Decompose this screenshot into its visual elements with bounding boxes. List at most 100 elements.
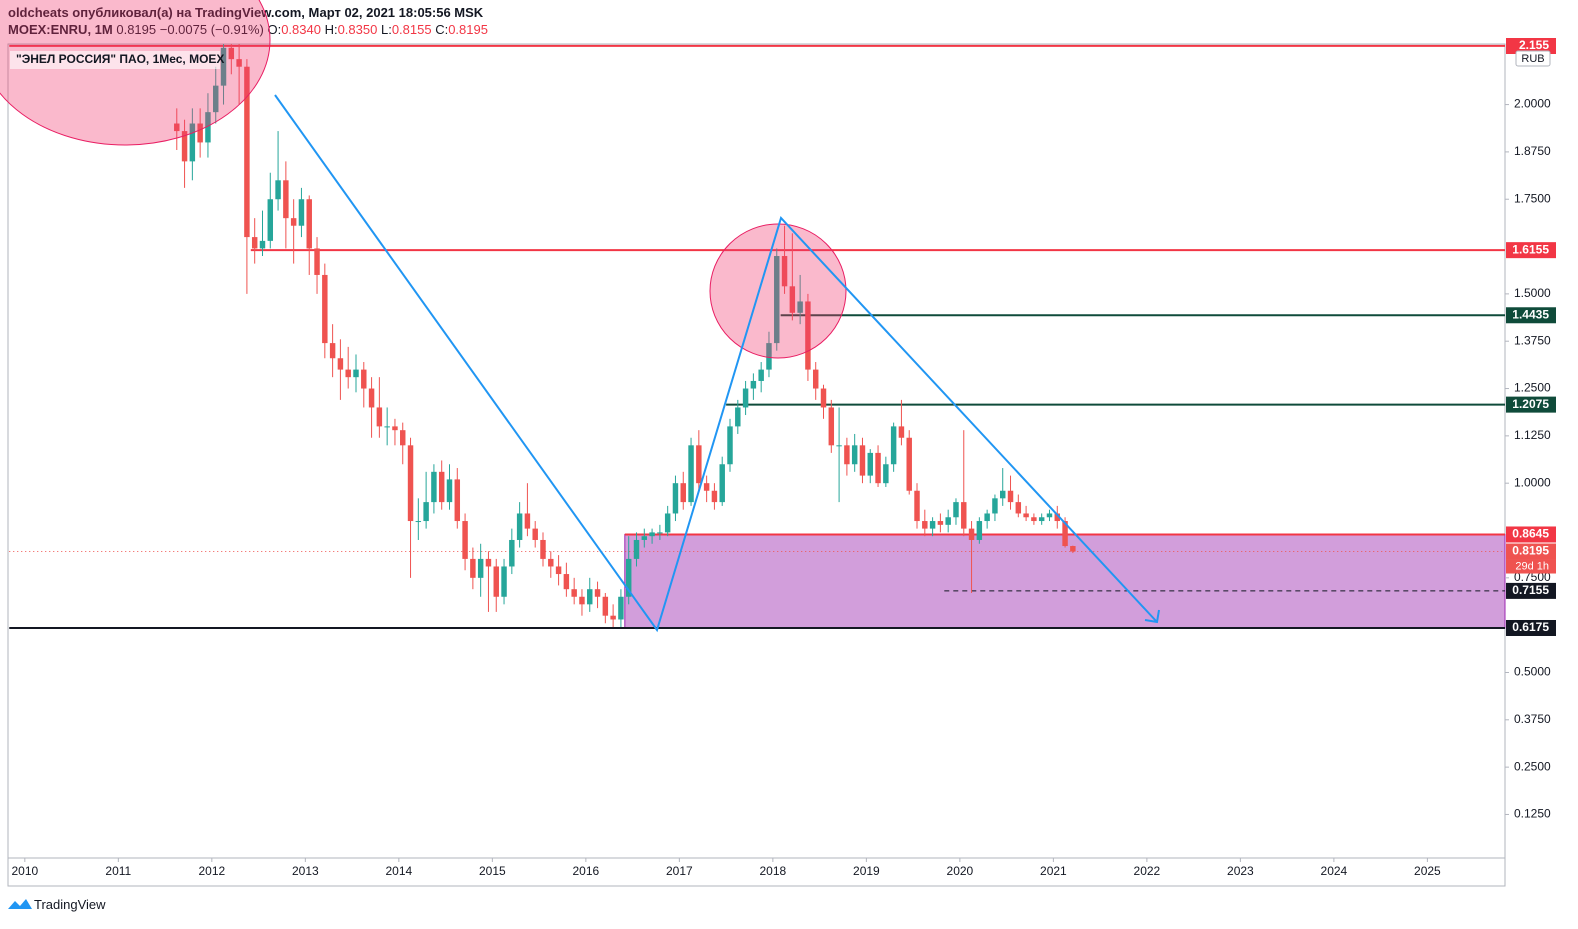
candle-body: [392, 426, 398, 431]
candle-body: [516, 513, 523, 540]
arrow-head: [1144, 609, 1160, 624]
logo: [8, 899, 32, 909]
candle-body: [1062, 521, 1068, 547]
candle-body: [735, 407, 741, 427]
candle-body: [477, 558, 484, 578]
candle-body: [828, 407, 835, 446]
axes: 0.12500.25000.37500.50000.75001.00001.12…: [11, 38, 1556, 878]
price-label: 2.155: [1519, 38, 1549, 52]
candle-body: [750, 380, 757, 389]
candle-body: [189, 123, 196, 162]
ohlc-label: L:: [380, 22, 392, 37]
candle-body: [563, 574, 570, 590]
candle-body: [298, 199, 305, 226]
candle-body: [493, 566, 499, 597]
countdown: 29d 1h: [1515, 560, 1549, 572]
candle-body: [275, 180, 281, 200]
price-label: 0.8195: [1512, 544, 1549, 558]
x-tick-label: 2016: [573, 864, 600, 878]
candle-body: [875, 452, 881, 484]
candle-body: [423, 502, 429, 522]
y-tick-label: 2.0000: [1514, 97, 1551, 111]
candle-body: [976, 521, 983, 540]
x-tick-label: 2018: [760, 864, 787, 878]
candle-body: [485, 558, 492, 567]
candle-body: [174, 123, 180, 132]
candle-body: [961, 502, 967, 529]
candle-body: [501, 566, 507, 597]
x-tick-label: 2025: [1414, 864, 1441, 878]
candle-body: [719, 464, 725, 503]
candle-body: [337, 358, 344, 370]
candle-body: [306, 199, 312, 249]
candle-body: [680, 483, 686, 503]
candle-body: [906, 437, 912, 491]
candle-body: [446, 479, 453, 503]
y-tick-label: 1.2500: [1514, 381, 1551, 395]
candle-body: [454, 479, 461, 522]
candle-body: [213, 85, 219, 113]
candle-body: [181, 131, 188, 162]
candle-body: [314, 248, 320, 275]
price-label: 1.4435: [1512, 307, 1549, 321]
price-label-bg: [1506, 543, 1556, 560]
candle-body: [937, 521, 944, 525]
candle-body: [1031, 517, 1037, 522]
x-tick-label: 2010: [11, 864, 38, 878]
candle-body: [220, 47, 227, 86]
candle-body: [415, 521, 422, 523]
quote-line: MOEX:ENRU, 1M 0.8195 −0.0075 (−0.91%) O:…: [8, 21, 488, 38]
x-tick-label: 2024: [1321, 864, 1348, 878]
price-label-bg: [1506, 396, 1556, 413]
candle-body: [322, 274, 328, 344]
price-label-bg: [1506, 307, 1556, 324]
ohlc-value: 0.8195: [448, 22, 488, 37]
candle-body: [548, 558, 554, 567]
candle-body: [540, 539, 546, 559]
candle-body: [1000, 490, 1006, 499]
y-tick-label: 1.8750: [1514, 144, 1551, 158]
candle-body: [945, 517, 951, 525]
candle-body: [283, 180, 289, 219]
price-label-bg: [1506, 526, 1556, 543]
legend: "ЭНЕЛ РОССИЯ" ПАО, 1Мес, MOEX: [16, 52, 224, 66]
candle-body: [259, 240, 266, 249]
candle-body: [618, 596, 624, 620]
candle-body: [470, 558, 476, 578]
brand: TradingView: [34, 897, 106, 912]
candle-body: [571, 589, 577, 597]
candle-body: [251, 237, 258, 249]
candle-body: [844, 445, 850, 465]
logo-icon: [8, 899, 32, 909]
price-label-bg: [1506, 582, 1556, 599]
candle-body: [890, 426, 897, 465]
candle-body: [984, 513, 990, 522]
candle-body: [555, 566, 562, 575]
x-tick-label: 2014: [385, 864, 412, 878]
trend-line: [274, 94, 1158, 633]
candle-body: [462, 521, 468, 559]
ohlc-label: O:: [267, 22, 282, 37]
candle-body: [431, 471, 437, 503]
candle-body: [929, 521, 936, 529]
candle-body: [594, 589, 601, 597]
x-tick-label: 2013: [292, 864, 319, 878]
y-tick-label: 0.2500: [1514, 759, 1551, 773]
candle-body: [197, 123, 203, 143]
candle-body: [368, 388, 375, 408]
change: −0.0075 (−0.91%): [160, 22, 264, 37]
candle-body: [727, 426, 733, 465]
candle-body: [758, 369, 764, 381]
candle-body: [524, 513, 531, 529]
candle-body: [914, 490, 920, 522]
price-label-bg: [1506, 242, 1556, 259]
candle-body: [236, 59, 242, 67]
candle-body: [781, 256, 788, 287]
candle-body: [797, 301, 803, 313]
ohlc-value: 0.8155: [391, 22, 432, 37]
candle-body: [805, 301, 811, 370]
candle-body: [345, 369, 351, 378]
candle-body: [509, 539, 515, 567]
candle-body: [859, 445, 866, 476]
candle-body: [968, 528, 975, 540]
